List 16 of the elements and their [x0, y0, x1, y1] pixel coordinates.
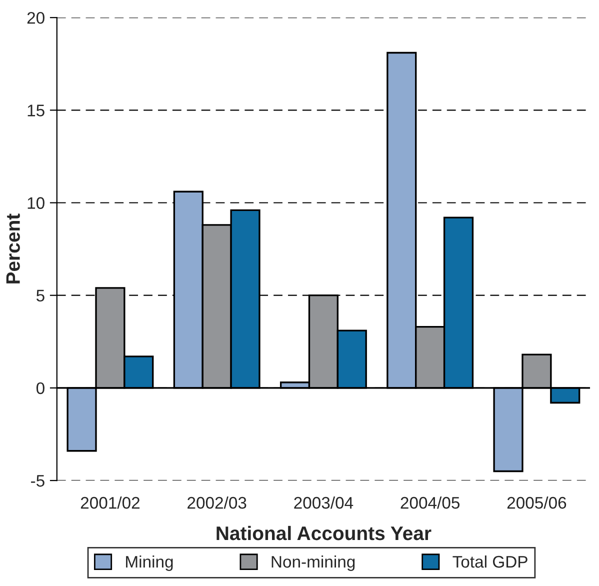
legend-label: Mining	[126, 555, 173, 571]
y-tick-label: 5	[36, 290, 44, 302]
y-tick-label: 10	[28, 197, 44, 209]
y-tick-label: -5	[31, 475, 44, 487]
x-tick-label: 2001/02	[80, 496, 140, 509]
x-tick-label: 2003/04	[294, 496, 354, 509]
y-tick-label: 15	[28, 104, 44, 116]
legend-label: Non-mining	[272, 555, 355, 571]
legend-label: Total GDP	[452, 555, 528, 568]
y-tick-label: 20	[27, 12, 44, 24]
x-tick-label: 2002/03	[188, 496, 246, 509]
y-axis-title: Percent	[6, 214, 20, 284]
x-tick-label: 2005/06	[507, 496, 566, 509]
y-tick-label: 0	[36, 382, 44, 394]
x-tick-label: 2004/05	[400, 496, 460, 509]
x-axis-title: National Accounts Year	[216, 526, 432, 540]
